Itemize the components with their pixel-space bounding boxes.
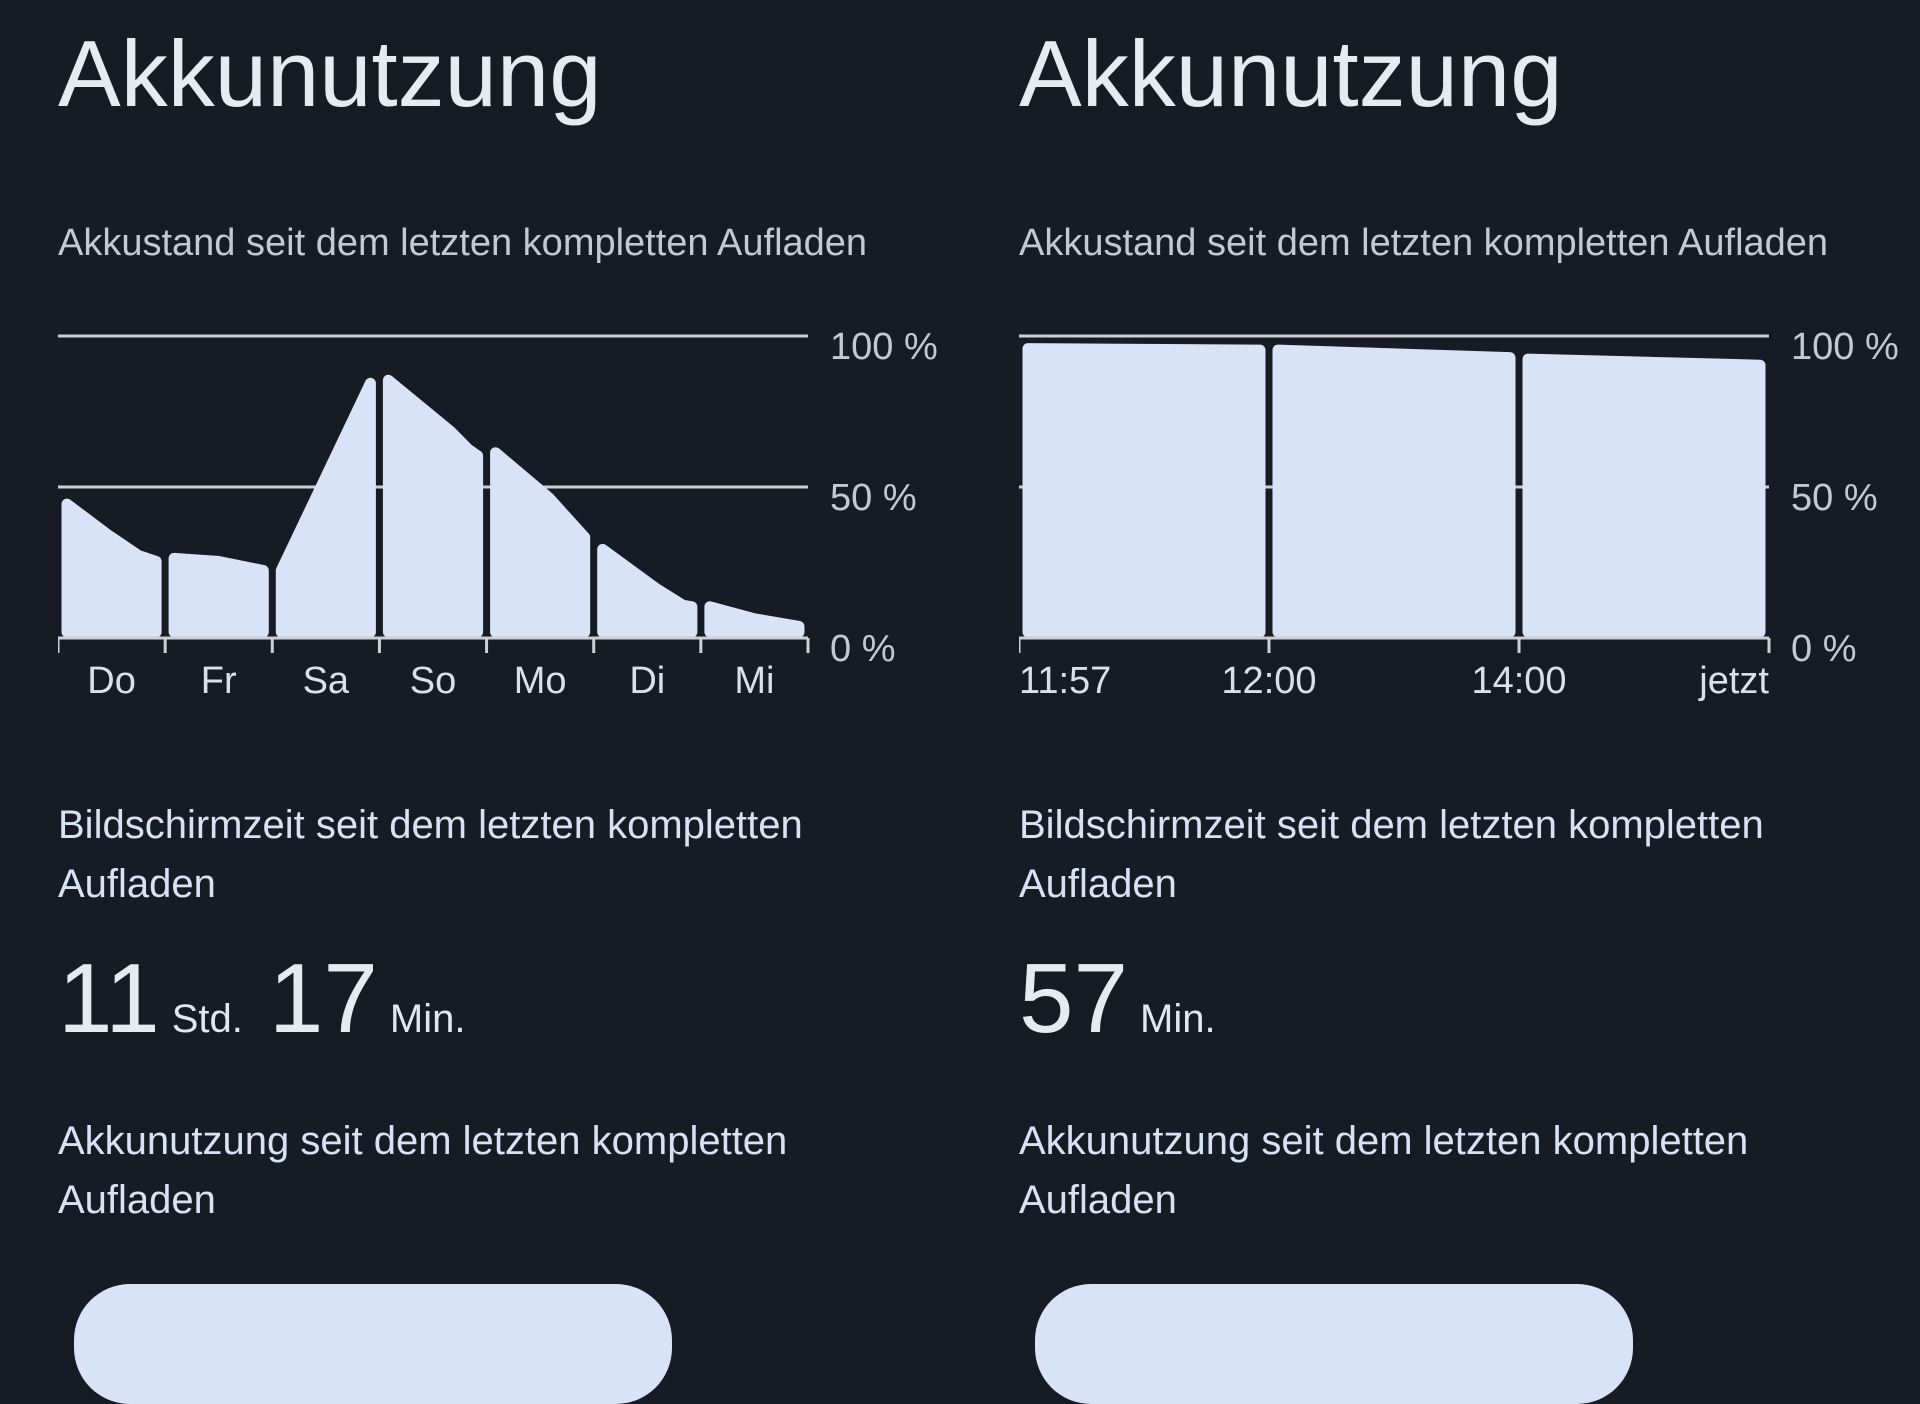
screen-time-label-line2: Aufladen [58, 862, 216, 906]
svg-text:50 %: 50 % [830, 477, 917, 519]
bottom-pill-button[interactable] [1035, 1284, 1633, 1404]
battery-usage-label: Akkunutzung seit dem letzten kompletten … [1019, 1112, 1819, 1230]
screen-time-label-line1: Bildschirmzeit seit dem letzten komplett… [1019, 803, 1764, 847]
svg-text:14:00: 14:00 [1471, 660, 1566, 702]
svg-text:Sa: Sa [303, 660, 350, 702]
battery-level-chart: 100 % 50 % 0 % Do Fr Sa So Mo Di Mi [58, 326, 938, 702]
battery-usage-panel-right: Akkunutzung Akkustand seit dem letzten k… [961, 0, 1920, 1404]
svg-text:0 %: 0 % [830, 628, 895, 670]
battery-usage-label-line2: Aufladen [58, 1178, 216, 1222]
svg-text:Di: Di [629, 660, 665, 702]
svg-text:Mo: Mo [514, 660, 567, 702]
svg-text:jetzt: jetzt [1698, 660, 1769, 702]
svg-text:100 %: 100 % [830, 326, 938, 368]
battery-usage-label-line1: Akkunutzung seit dem letzten kompletten [58, 1119, 788, 1163]
screen-time-value: 11 Std. 17 Min. [58, 948, 465, 1048]
screen-time-label-line2: Aufladen [1019, 862, 1177, 906]
screen-time-value: 57 Min. [1019, 948, 1216, 1048]
page-title: Akkunutzung [58, 21, 602, 126]
svg-text:Fr: Fr [201, 660, 237, 702]
battery-usage-label-line2: Aufladen [1019, 1178, 1177, 1222]
svg-text:Mi: Mi [734, 660, 774, 702]
bottom-pill-button[interactable] [74, 1284, 672, 1404]
svg-text:0 %: 0 % [1791, 628, 1856, 670]
svg-text:12:00: 12:00 [1221, 660, 1316, 702]
svg-text:So: So [410, 660, 456, 702]
screen-time-minutes-unit: Min. [389, 997, 466, 1041]
screen-time-minutes: 17 [268, 943, 378, 1053]
screen-time-label-line1: Bildschirmzeit seit dem letzten komplett… [58, 803, 803, 847]
screen-time-hours-unit: Std. [171, 997, 243, 1041]
battery-level-subtitle: Akkustand seit dem letzten kompletten Au… [1019, 222, 1829, 264]
page-title: Akkunutzung [1019, 21, 1563, 126]
screen-time-minutes-unit: Min. [1140, 997, 1216, 1041]
screen-time-label: Bildschirmzeit seit dem letzten komplett… [58, 796, 858, 914]
svg-text:50 %: 50 % [1791, 477, 1878, 519]
battery-usage-label-line1: Akkunutzung seit dem letzten kompletten [1019, 1119, 1749, 1163]
screen-time-hours: 11 [58, 943, 160, 1053]
battery-level-subtitle: Akkustand seit dem letzten kompletten Au… [58, 222, 868, 264]
battery-usage-panel-left: Akkunutzung Akkustand seit dem letzten k… [0, 0, 960, 1404]
screen-time-label: Bildschirmzeit seit dem letzten komplett… [1019, 796, 1819, 914]
svg-text:11:57: 11:57 [1019, 660, 1111, 702]
svg-text:Do: Do [87, 660, 136, 702]
screen-time-minutes: 57 [1019, 943, 1129, 1053]
battery-usage-label: Akkunutzung seit dem letzten kompletten … [58, 1112, 858, 1230]
svg-text:100 %: 100 % [1791, 326, 1899, 368]
battery-level-chart: 100 % 50 % 0 % 11:57 12:00 14:00 jetzt [1019, 326, 1899, 702]
